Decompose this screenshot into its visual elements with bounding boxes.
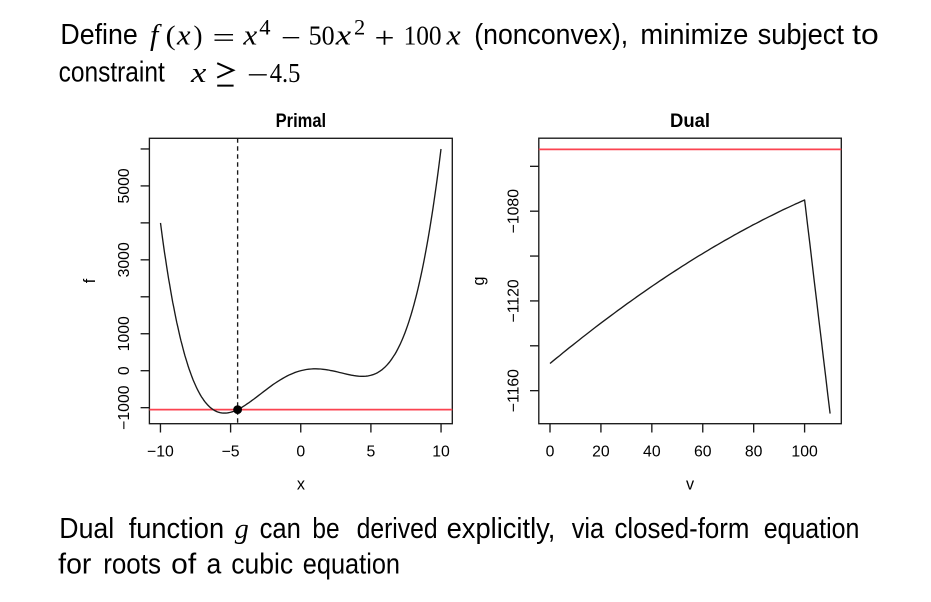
svg-text:20: 20 bbox=[592, 443, 610, 460]
svg-text:−1000: −1000 bbox=[116, 385, 133, 430]
svg-text:f: f bbox=[81, 278, 99, 283]
svg-text:−5: −5 bbox=[222, 443, 240, 460]
svg-text:2: 2 bbox=[354, 14, 365, 39]
svg-text:4: 4 bbox=[259, 14, 270, 39]
svg-text:a: a bbox=[207, 548, 222, 580]
svg-text:Dual: Dual bbox=[670, 111, 710, 132]
svg-text:Define: Define bbox=[60, 18, 137, 50]
svg-text:be: be bbox=[312, 512, 339, 544]
svg-text:−10: −10 bbox=[147, 443, 174, 460]
svg-text:50: 50 bbox=[309, 19, 335, 50]
svg-text:−: − bbox=[281, 23, 301, 53]
svg-text:via: via bbox=[572, 512, 605, 544]
svg-text:40: 40 bbox=[643, 443, 661, 460]
svg-text:for: for bbox=[58, 548, 91, 580]
svg-text:equation: equation bbox=[764, 512, 860, 544]
svg-text:x: x bbox=[242, 20, 258, 51]
svg-text:1000: 1000 bbox=[116, 316, 133, 351]
svg-text:explicitly,: explicitly, bbox=[447, 512, 556, 544]
svg-text:(: ( bbox=[166, 20, 176, 50]
svg-text:constraint: constraint bbox=[59, 56, 165, 88]
svg-text:100: 100 bbox=[404, 19, 442, 50]
svg-text:5: 5 bbox=[367, 443, 376, 460]
svg-text:g: g bbox=[235, 514, 249, 545]
svg-text:g: g bbox=[470, 276, 488, 285]
svg-text:x: x bbox=[190, 58, 207, 89]
svg-text:100: 100 bbox=[791, 443, 818, 460]
svg-text:3000: 3000 bbox=[116, 242, 133, 277]
svg-text:x: x bbox=[446, 20, 462, 51]
svg-text:derived: derived bbox=[357, 512, 438, 544]
svg-text:0: 0 bbox=[296, 443, 305, 460]
svg-text:(nonconvex),: (nonconvex), bbox=[474, 18, 628, 50]
svg-text:equation: equation bbox=[303, 548, 400, 580]
svg-text:minimize: minimize bbox=[640, 18, 748, 50]
svg-text:−1080: −1080 bbox=[505, 189, 522, 234]
svg-text:10: 10 bbox=[432, 443, 450, 460]
svg-text:−1160: −1160 bbox=[505, 369, 522, 412]
svg-text:cubic: cubic bbox=[231, 548, 293, 580]
svg-text:can: can bbox=[260, 512, 301, 544]
svg-text:x: x bbox=[335, 20, 352, 51]
svg-text:80: 80 bbox=[745, 443, 763, 460]
svg-text:Dual: Dual bbox=[59, 512, 114, 544]
svg-text:function: function bbox=[129, 512, 224, 544]
svg-text:+: + bbox=[375, 21, 395, 54]
svg-text:v: v bbox=[686, 475, 695, 493]
svg-text:=: = bbox=[213, 22, 236, 52]
svg-text:of: of bbox=[171, 548, 196, 580]
svg-text:Primal: Primal bbox=[276, 111, 327, 132]
svg-text:60: 60 bbox=[694, 443, 712, 460]
svg-text:4.5: 4.5 bbox=[270, 57, 301, 88]
svg-text:0: 0 bbox=[546, 443, 555, 460]
svg-text:): ) bbox=[194, 20, 203, 50]
svg-text:closed-form: closed-form bbox=[615, 512, 750, 544]
svg-text:−: − bbox=[247, 59, 269, 90]
svg-text:x: x bbox=[297, 475, 305, 493]
svg-text:x: x bbox=[176, 20, 191, 51]
svg-text:roots: roots bbox=[103, 548, 161, 580]
svg-text:to: to bbox=[852, 18, 879, 50]
svg-text:0: 0 bbox=[116, 366, 133, 375]
svg-text:subject: subject bbox=[758, 18, 845, 50]
svg-text:−1120: −1120 bbox=[505, 279, 522, 322]
svg-text:5000: 5000 bbox=[116, 168, 133, 203]
